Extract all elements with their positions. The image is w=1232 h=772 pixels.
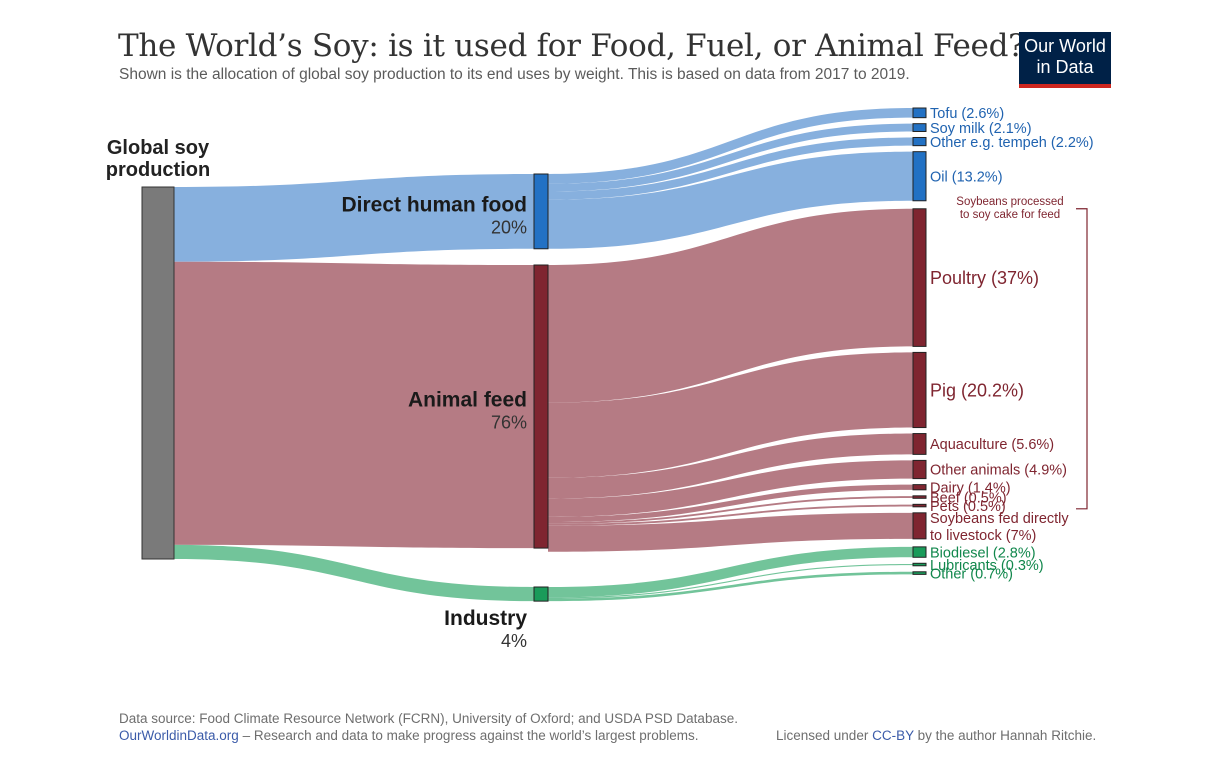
flow-to-beef — [548, 496, 913, 524]
end-label-biodiesel: Biodiesel (2.8%) — [930, 545, 1036, 561]
animal-feed-label: Animal feed — [408, 389, 527, 412]
our-world-in-data-logo[interactable]: Our World in Data — [1019, 32, 1111, 88]
logo-line-1: Our World — [1024, 36, 1106, 56]
flow-to-lubricants — [548, 563, 913, 599]
source-label-line-2: production — [106, 159, 210, 181]
end-label-tofu: Tofu (2.6%) — [930, 106, 1004, 122]
end-node-soy-milk — [912, 123, 927, 132]
flow-to-oil — [548, 151, 913, 249]
flows — [174, 108, 913, 602]
source-label-line-1: Global soy — [107, 137, 210, 159]
direct-human-food-label: Direct human food — [341, 193, 527, 216]
flow-to-other — [548, 571, 913, 602]
end-label-other-e-g-tempeh: Other e.g. tempeh (2.2%) — [930, 135, 1094, 151]
animal-feed-percent: 76% — [491, 413, 527, 433]
end-node-pig — [912, 351, 927, 429]
site-footer: OurWorldinData.org – Research and data t… — [119, 728, 699, 743]
license-note: Licensed under CC-BY by the author Hanna… — [776, 728, 1096, 743]
end-node-soybeans-fed-directly — [912, 512, 927, 540]
end-node-aquaculture — [912, 433, 927, 455]
soy-cake-bracket — [1076, 208, 1088, 510]
chart-subtitle: Shown is the allocation of global soy pr… — [119, 66, 910, 83]
chart-title: The World’s Soy: is it used for Food, Fu… — [118, 28, 1025, 64]
flow-to-biodiesel — [548, 546, 913, 598]
flow-to-soybeans-fed-directly — [548, 512, 913, 552]
end-node-biodiesel — [912, 546, 927, 558]
license-suffix: by the author Hannah Ritchie. — [913, 728, 1097, 743]
end-node-lubricants — [912, 562, 927, 567]
logo-line-2: in Data — [1036, 57, 1094, 77]
data-source-note: Data source: Food Climate Resource Netwo… — [119, 711, 738, 726]
flow-to-pig — [548, 352, 913, 478]
end-label-soy-milk: Soy milk (2.1%) — [930, 121, 1032, 137]
end-node-dairy — [912, 484, 927, 491]
animal-feed-node — [533, 264, 549, 549]
direct-human-food-percent: 20% — [491, 217, 527, 237]
license-link[interactable]: CC-BY — [872, 728, 914, 743]
end-node-beef — [912, 495, 927, 499]
end-label-other: Other (0.7%) — [930, 566, 1013, 582]
flow-to-other-animals — [548, 460, 913, 517]
end-node-other-animals — [912, 459, 927, 480]
end-node-tofu — [912, 107, 927, 119]
end-label-poultry: Poultry (37%) — [930, 268, 1039, 288]
end-label-pets: Pets (0.5%) — [930, 499, 1006, 515]
end-label-dairy: Dairy (1.4%) — [930, 480, 1011, 496]
bracket-note-line-2: to soy cake for feed — [960, 209, 1060, 221]
flow-source-to-industry — [174, 544, 534, 602]
site-tagline: – Research and data to make progress aga… — [238, 728, 699, 743]
end-node-pets — [912, 503, 927, 508]
end-label-soybeans-fed-directly: Soybeans fed directly — [930, 511, 1069, 527]
end-label-aquaculture: Aquaculture (5.6%) — [930, 437, 1054, 453]
bracket-note-line-1: Soybeans processed — [956, 196, 1063, 208]
flow-to-other-e-g-tempeh — [548, 137, 913, 200]
direct-human-food-node — [533, 173, 549, 250]
flow-to-tofu — [548, 108, 913, 184]
license-prefix: Licensed under — [776, 728, 873, 743]
nodes — [141, 107, 927, 602]
end-label-beef: Beef (0.5%) — [930, 490, 1007, 506]
global-soy-production-node — [141, 186, 175, 560]
flow-to-soy-milk — [548, 123, 913, 192]
flow-source-to-animal-feed — [174, 261, 534, 549]
flow-to-aquaculture — [548, 433, 913, 499]
end-node-poultry — [912, 208, 927, 347]
end-label-lubricants: Lubricants (0.3%) — [930, 558, 1044, 574]
flow-source-to-direct-human-food — [174, 174, 534, 262]
industry-percent: 4% — [501, 631, 527, 651]
end-node-other — [912, 571, 927, 575]
flow-to-pets — [548, 504, 913, 526]
flow-to-dairy — [548, 484, 913, 523]
end-label-pig: Pig (20.2%) — [930, 380, 1024, 400]
flow-to-poultry — [548, 208, 913, 403]
industry-label: Industry — [444, 607, 527, 630]
end-label-soybeans-fed-directly-line-2: to livestock (7%) — [930, 528, 1036, 544]
industry-node — [533, 586, 549, 602]
end-label-other-animals: Other animals (4.9%) — [930, 463, 1067, 479]
end-label-oil: Oil (13.2%) — [930, 169, 1003, 185]
end-node-oil — [912, 151, 927, 202]
end-node-other-e-g-tempeh — [912, 136, 927, 147]
site-link[interactable]: OurWorldinData.org — [119, 728, 239, 743]
